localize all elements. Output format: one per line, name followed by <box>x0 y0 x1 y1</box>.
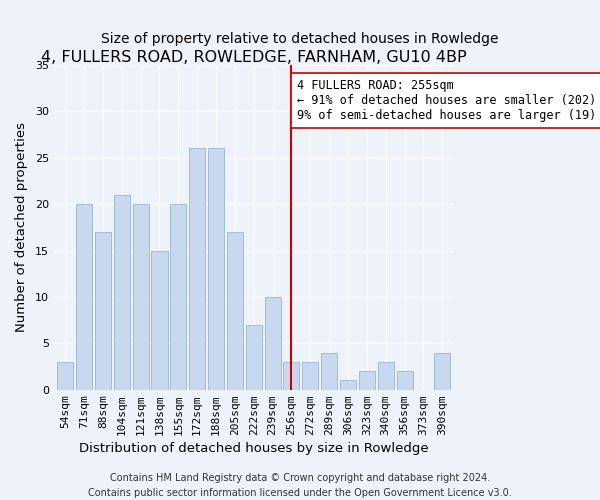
Bar <box>57 362 73 390</box>
Bar <box>170 204 187 390</box>
Text: Contains HM Land Registry data © Crown copyright and database right 2024.
Contai: Contains HM Land Registry data © Crown c… <box>88 472 512 498</box>
Bar <box>302 362 319 390</box>
Bar <box>434 352 450 390</box>
Bar <box>114 195 130 390</box>
X-axis label: Distribution of detached houses by size in Rowledge: Distribution of detached houses by size … <box>79 442 428 455</box>
Text: Size of property relative to detached houses in Rowledge: Size of property relative to detached ho… <box>101 32 499 46</box>
Title: 4, FULLERS ROAD, ROWLEDGE, FARNHAM, GU10 4BP: 4, FULLERS ROAD, ROWLEDGE, FARNHAM, GU10… <box>41 50 467 65</box>
Bar <box>340 380 356 390</box>
Bar <box>151 250 167 390</box>
Bar <box>377 362 394 390</box>
Bar <box>208 148 224 390</box>
Bar <box>283 362 299 390</box>
Y-axis label: Number of detached properties: Number of detached properties <box>15 122 28 332</box>
Bar <box>265 297 281 390</box>
Bar <box>321 352 337 390</box>
Bar <box>227 232 243 390</box>
Bar <box>133 204 149 390</box>
Bar <box>189 148 205 390</box>
Bar <box>76 204 92 390</box>
Bar <box>397 371 413 390</box>
Bar <box>95 232 111 390</box>
Bar <box>359 371 375 390</box>
Bar <box>246 325 262 390</box>
Text: 4 FULLERS ROAD: 255sqm
← 91% of detached houses are smaller (202)
9% of semi-det: 4 FULLERS ROAD: 255sqm ← 91% of detached… <box>297 79 600 122</box>
